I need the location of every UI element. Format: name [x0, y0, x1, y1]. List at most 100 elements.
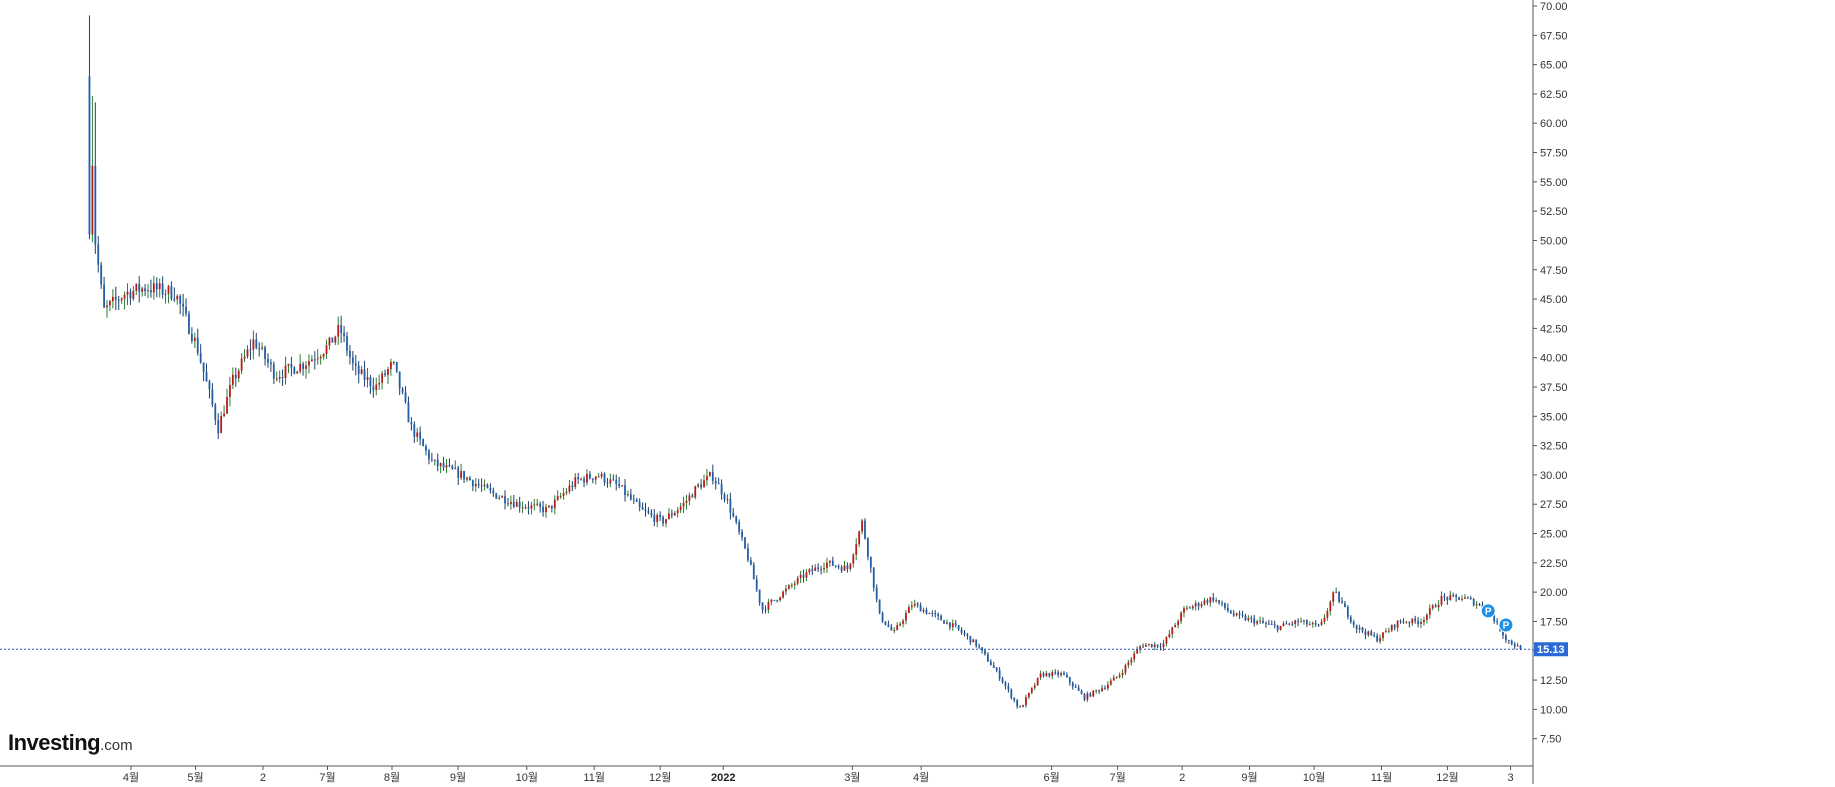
- candle-body: [486, 484, 489, 488]
- candle-body: [509, 501, 512, 505]
- candle-body: [1030, 687, 1033, 693]
- y-tick-label: 22.50: [1540, 558, 1568, 570]
- candle-body: [349, 350, 351, 358]
- candle-body: [925, 609, 928, 614]
- candle-body: [770, 599, 773, 603]
- candle-body: [512, 501, 515, 507]
- candle-body: [340, 324, 343, 333]
- candle-body: [1396, 620, 1399, 628]
- candle-body: [334, 336, 337, 343]
- candle-body: [1382, 632, 1384, 639]
- candle-body: [741, 531, 743, 538]
- event-marker-icon[interactable]: [1480, 603, 1496, 619]
- candle-body: [761, 602, 764, 610]
- event-marker-icon[interactable]: [1498, 617, 1514, 633]
- candle-body: [644, 509, 647, 512]
- candle-body: [1387, 630, 1390, 632]
- candle-body: [545, 506, 547, 513]
- y-tick-label: 52.50: [1540, 206, 1568, 218]
- candle-body: [272, 364, 275, 379]
- candle-body: [1282, 623, 1285, 626]
- candle-body: [1004, 682, 1007, 687]
- x-tick-label: 6월: [1044, 771, 1060, 784]
- candle-body: [612, 479, 615, 481]
- candle-body: [1341, 601, 1343, 604]
- candle-body: [316, 358, 319, 360]
- candle-body: [384, 373, 386, 376]
- candle-body: [106, 305, 108, 308]
- candle-body: [1446, 597, 1449, 600]
- candle-body: [653, 514, 656, 522]
- candle-body: [1332, 592, 1335, 602]
- candle-body: [1186, 607, 1188, 609]
- candle-body: [946, 622, 948, 624]
- candle-body: [1455, 594, 1458, 598]
- candle-body: [132, 290, 135, 299]
- candle-body: [1428, 608, 1431, 615]
- candlestick-series: [88, 15, 1522, 709]
- candle-body: [135, 283, 138, 291]
- candle-body: [1221, 602, 1223, 604]
- candle-body: [1344, 603, 1346, 608]
- x-tick-label: 7월: [1109, 771, 1125, 784]
- candle-body: [995, 667, 998, 671]
- candle-body: [351, 357, 354, 364]
- y-tick-label: 27.50: [1540, 499, 1568, 511]
- candle-body: [864, 520, 866, 539]
- candle-body: [389, 361, 392, 370]
- candle-body: [190, 333, 193, 341]
- candle-body: [1478, 604, 1481, 606]
- candle-body: [234, 374, 237, 379]
- candle-body: [928, 613, 931, 615]
- candle-body: [1159, 646, 1162, 648]
- candle-body: [445, 464, 448, 468]
- candle-body: [1066, 674, 1068, 678]
- candle-body: [430, 459, 433, 461]
- candle-body: [337, 324, 340, 337]
- candle-body: [357, 365, 360, 374]
- candle-body: [1417, 621, 1420, 624]
- candle-body: [1355, 624, 1358, 630]
- candle-body: [1285, 623, 1288, 625]
- candle-body: [319, 356, 322, 359]
- x-tick-label: 3: [1507, 772, 1513, 784]
- event-markers[interactable]: PP: [1480, 603, 1514, 633]
- candle-body: [483, 484, 486, 487]
- candle-body: [627, 494, 629, 496]
- candle-body: [1013, 697, 1016, 701]
- candle-body: [173, 298, 176, 300]
- candle-body: [814, 567, 817, 572]
- candle-body: [905, 613, 907, 621]
- candle-body: [1048, 673, 1051, 677]
- candle-body: [498, 497, 501, 499]
- candle-body: [694, 486, 697, 498]
- candle-body: [635, 499, 638, 502]
- candle-body: [524, 507, 527, 509]
- candle-body: [469, 477, 471, 481]
- candle-body: [1349, 616, 1352, 622]
- candle-body: [1259, 620, 1261, 622]
- candle-body: [940, 615, 942, 621]
- candle-body: [1402, 621, 1405, 623]
- candle-body: [875, 587, 878, 600]
- candle-body: [1165, 637, 1168, 644]
- candle-body: [325, 345, 328, 355]
- candle-body: [1104, 688, 1106, 690]
- candle-body: [662, 516, 664, 524]
- candle-body: [507, 503, 509, 505]
- candle-body: [659, 515, 662, 517]
- candle-body: [726, 498, 729, 500]
- candle-body: [562, 493, 565, 496]
- candle-body: [1323, 617, 1326, 622]
- candle-body: [951, 623, 954, 628]
- candle-body: [471, 480, 474, 487]
- candle-body: [466, 477, 468, 480]
- candle-body: [1294, 620, 1297, 624]
- candle-body: [618, 483, 621, 487]
- candle-body: [170, 285, 173, 299]
- candle-body: [1203, 600, 1206, 605]
- candle-body: [1060, 673, 1062, 676]
- candle-body: [934, 613, 937, 615]
- candle-body: [893, 630, 896, 632]
